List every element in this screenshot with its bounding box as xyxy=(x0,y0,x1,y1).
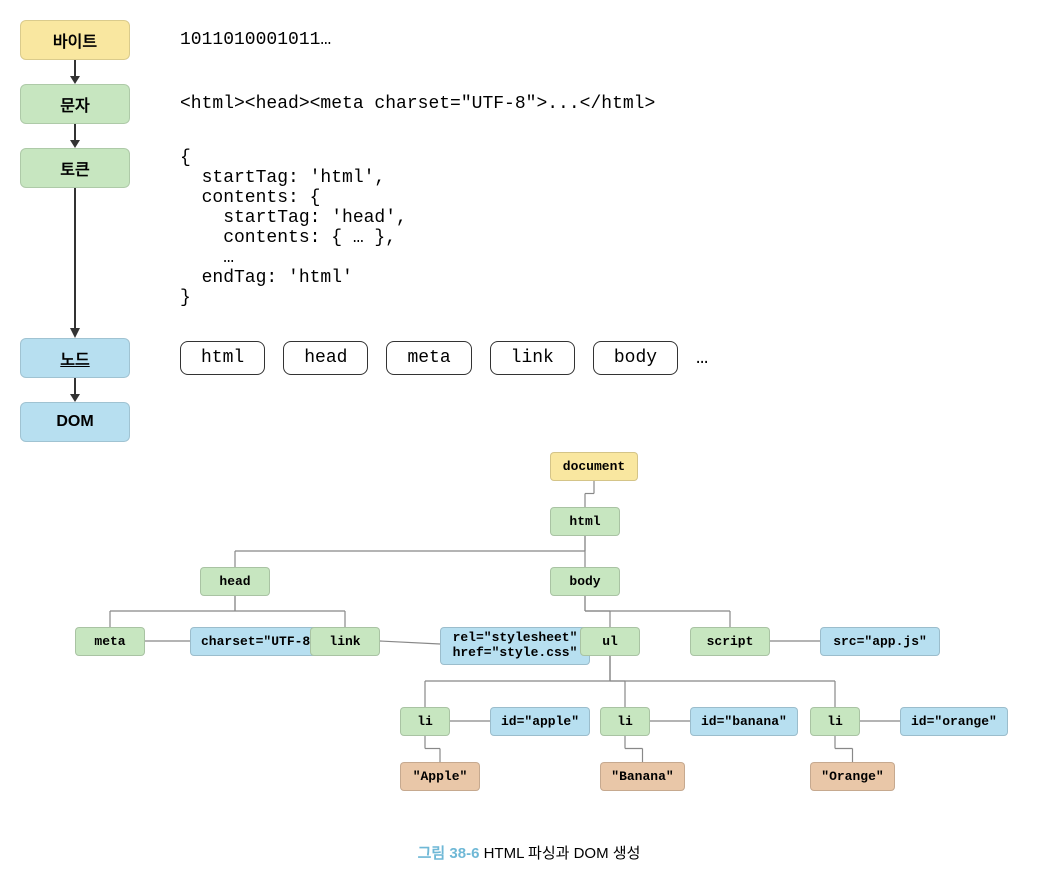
node-pill: head xyxy=(283,341,368,375)
tree-node-script: script xyxy=(690,627,770,656)
tree-node-html: html xyxy=(550,507,620,536)
tree-node-meta: meta xyxy=(75,627,145,656)
tree-node-linkattr: rel="stylesheet" href="style.css" xyxy=(440,627,590,665)
arrow-icon xyxy=(20,188,130,338)
tree-node-li2attr: id="banana" xyxy=(690,707,798,736)
arrow-icon xyxy=(20,60,130,84)
arrow-icon xyxy=(20,378,130,402)
tree-node-banana: "Banana" xyxy=(600,762,685,791)
stages-column: 바이트 문자 토큰 노드 DOM xyxy=(20,20,180,442)
stage-chars: 문자 xyxy=(20,84,130,124)
node-pill: html xyxy=(180,341,265,375)
tree-node-li1attr: id="apple" xyxy=(490,707,590,736)
node-pill: link xyxy=(490,341,575,375)
figure-caption: 그림 38-6 HTML 파싱과 DOM 생성 xyxy=(20,842,1038,863)
tree-node-li3: li xyxy=(810,707,860,736)
tree-node-scriptattr: src="app.js" xyxy=(820,627,940,656)
tree-node-document: document xyxy=(550,452,638,481)
arrow-icon xyxy=(20,124,130,148)
tree-node-orange: "Orange" xyxy=(810,762,895,791)
tree-node-li3attr: id="orange" xyxy=(900,707,1008,736)
stage-bytes: 바이트 xyxy=(20,20,130,60)
parsing-pipeline: 바이트 문자 토큰 노드 DOM 1011010001011… <html><h… xyxy=(20,20,1038,442)
tree-node-charset: charset="UTF-8" xyxy=(190,627,329,656)
node-pills-row: html head meta link body … xyxy=(180,338,1038,378)
ellipsis: … xyxy=(696,347,708,370)
stage-nodes: 노드 xyxy=(20,338,130,378)
figure-number: 그림 38-6 xyxy=(418,845,480,862)
tree-node-ul: ul xyxy=(580,627,640,656)
figure-caption-text: HTML 파싱과 DOM 생성 xyxy=(479,845,640,862)
stage-dom: DOM xyxy=(20,402,130,442)
tree-node-li2: li xyxy=(600,707,650,736)
tree-node-link: link xyxy=(310,627,380,656)
dom-tree: documenthtmlheadbodymetacharset="UTF-8"l… xyxy=(20,452,1038,832)
tree-node-li1: li xyxy=(400,707,450,736)
bytes-text: 1011010001011… xyxy=(180,20,1038,60)
tokens-text: { startTag: 'html', contents: { startTag… xyxy=(180,148,1038,338)
tree-node-head: head xyxy=(200,567,270,596)
node-pill: meta xyxy=(386,341,471,375)
tree-node-body: body xyxy=(550,567,620,596)
stages-content: 1011010001011… <html><head><meta charset… xyxy=(180,20,1038,442)
chars-text: <html><head><meta charset="UTF-8">...</h… xyxy=(180,84,1038,124)
stage-tokens: 토큰 xyxy=(20,148,130,188)
node-pill: body xyxy=(593,341,678,375)
tree-node-apple: "Apple" xyxy=(400,762,480,791)
